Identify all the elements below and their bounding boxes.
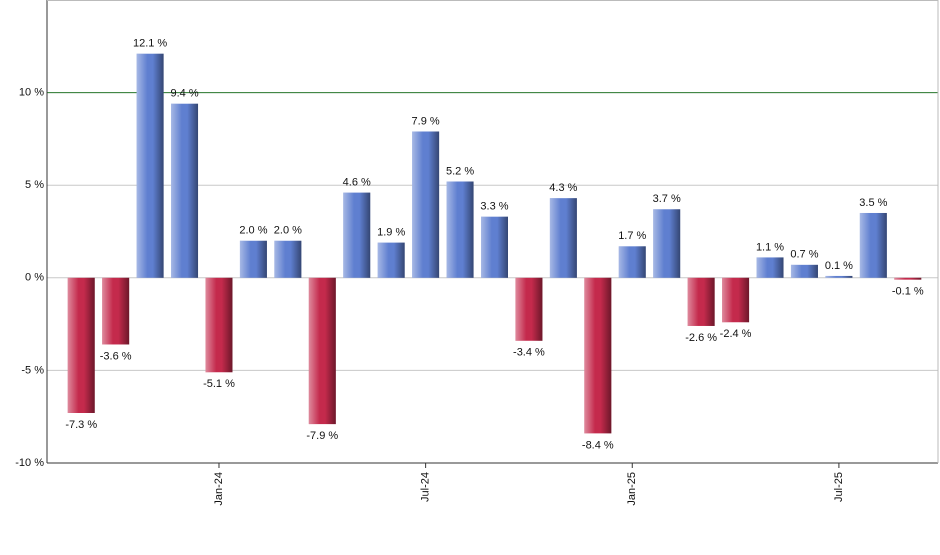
bar-shade <box>653 209 681 278</box>
y-tick-label: 5 % <box>25 179 44 191</box>
value-label: 3.5 % <box>859 197 887 209</box>
bar-shade <box>102 277 130 345</box>
value-label: 7.9 % <box>412 115 440 127</box>
value-label: 9.4 % <box>170 88 198 100</box>
bar-group <box>859 212 887 278</box>
bar-shade <box>790 264 818 278</box>
bar-shade <box>205 277 233 373</box>
bar-shade <box>446 181 474 278</box>
bar-group <box>102 277 130 345</box>
x-tick-label: Jan-24 <box>213 472 225 506</box>
value-label: -7.3 % <box>65 419 97 431</box>
value-label: 12.1 % <box>133 38 167 50</box>
bar-shade <box>515 277 543 341</box>
bar-group <box>894 277 922 280</box>
value-label: 3.7 % <box>653 193 681 205</box>
bar-group <box>67 277 95 413</box>
value-label: 2.0 % <box>274 225 302 237</box>
bar-group <box>756 257 784 278</box>
x-tick-label: Jan-25 <box>626 472 638 506</box>
bar-group <box>825 275 853 278</box>
bar-group <box>618 246 646 278</box>
bar-shade <box>756 257 784 278</box>
bar-shade <box>549 198 577 278</box>
value-label: 5.2 % <box>446 165 474 177</box>
bar-shade <box>239 240 267 278</box>
bar-shade <box>67 277 95 413</box>
value-label: 4.3 % <box>549 182 577 194</box>
bar-group <box>653 209 681 278</box>
bar-group <box>722 277 750 323</box>
bar-shade <box>584 277 612 434</box>
x-tick-label: Jul-25 <box>833 472 845 502</box>
value-label: 1.7 % <box>618 230 646 242</box>
bar-shade <box>308 277 336 425</box>
bar-group <box>136 53 164 278</box>
bar-group <box>790 264 818 278</box>
bar-group <box>171 103 199 278</box>
y-tick-label: -10 % <box>15 457 44 469</box>
bar-group <box>549 198 577 278</box>
value-label: 1.9 % <box>377 227 405 239</box>
bar-group <box>239 240 267 278</box>
y-tick-label: -5 % <box>21 364 44 376</box>
bar-shade <box>136 53 164 278</box>
value-label: -8.4 % <box>582 439 614 451</box>
bar-shade <box>171 103 199 278</box>
bar-shade <box>412 131 440 278</box>
y-tick-label: 10 % <box>19 87 44 99</box>
bar-shade <box>481 216 508 278</box>
bar-group <box>481 216 508 278</box>
value-label: 1.1 % <box>756 241 784 253</box>
bar-group <box>584 277 612 434</box>
bar-group <box>377 242 405 278</box>
bar-group <box>515 277 543 341</box>
value-label: -2.6 % <box>685 332 717 344</box>
bar-shade <box>722 277 750 323</box>
value-label: -3.4 % <box>513 347 545 359</box>
bar-group <box>308 277 336 425</box>
value-label: 0.1 % <box>825 260 853 272</box>
value-label: -5.1 % <box>203 378 235 390</box>
bar-shade <box>343 192 371 278</box>
y-tick-label: 0 % <box>25 272 44 284</box>
bar-group <box>343 192 371 278</box>
bar-group <box>446 181 474 278</box>
value-label: 2.0 % <box>239 225 267 237</box>
bar-shade <box>825 275 853 278</box>
bar-group <box>205 277 233 373</box>
value-label: -3.6 % <box>100 350 132 362</box>
value-label: -7.9 % <box>306 430 338 442</box>
bar-shade <box>274 240 302 278</box>
bar-shade <box>377 242 405 278</box>
bar-group <box>412 131 440 278</box>
bar-shade <box>618 246 646 278</box>
bar-group <box>687 277 715 326</box>
bar-group <box>274 240 302 278</box>
value-label: -0.1 % <box>892 286 924 298</box>
bar-shade <box>894 277 922 280</box>
bar-shade <box>859 212 887 278</box>
value-label: -2.4 % <box>720 328 752 340</box>
x-tick-label: Jul-24 <box>420 472 432 502</box>
value-label: 4.6 % <box>343 177 371 189</box>
bar-shade <box>687 277 715 326</box>
value-label: 0.7 % <box>790 249 818 261</box>
value-label: 3.3 % <box>480 201 508 213</box>
